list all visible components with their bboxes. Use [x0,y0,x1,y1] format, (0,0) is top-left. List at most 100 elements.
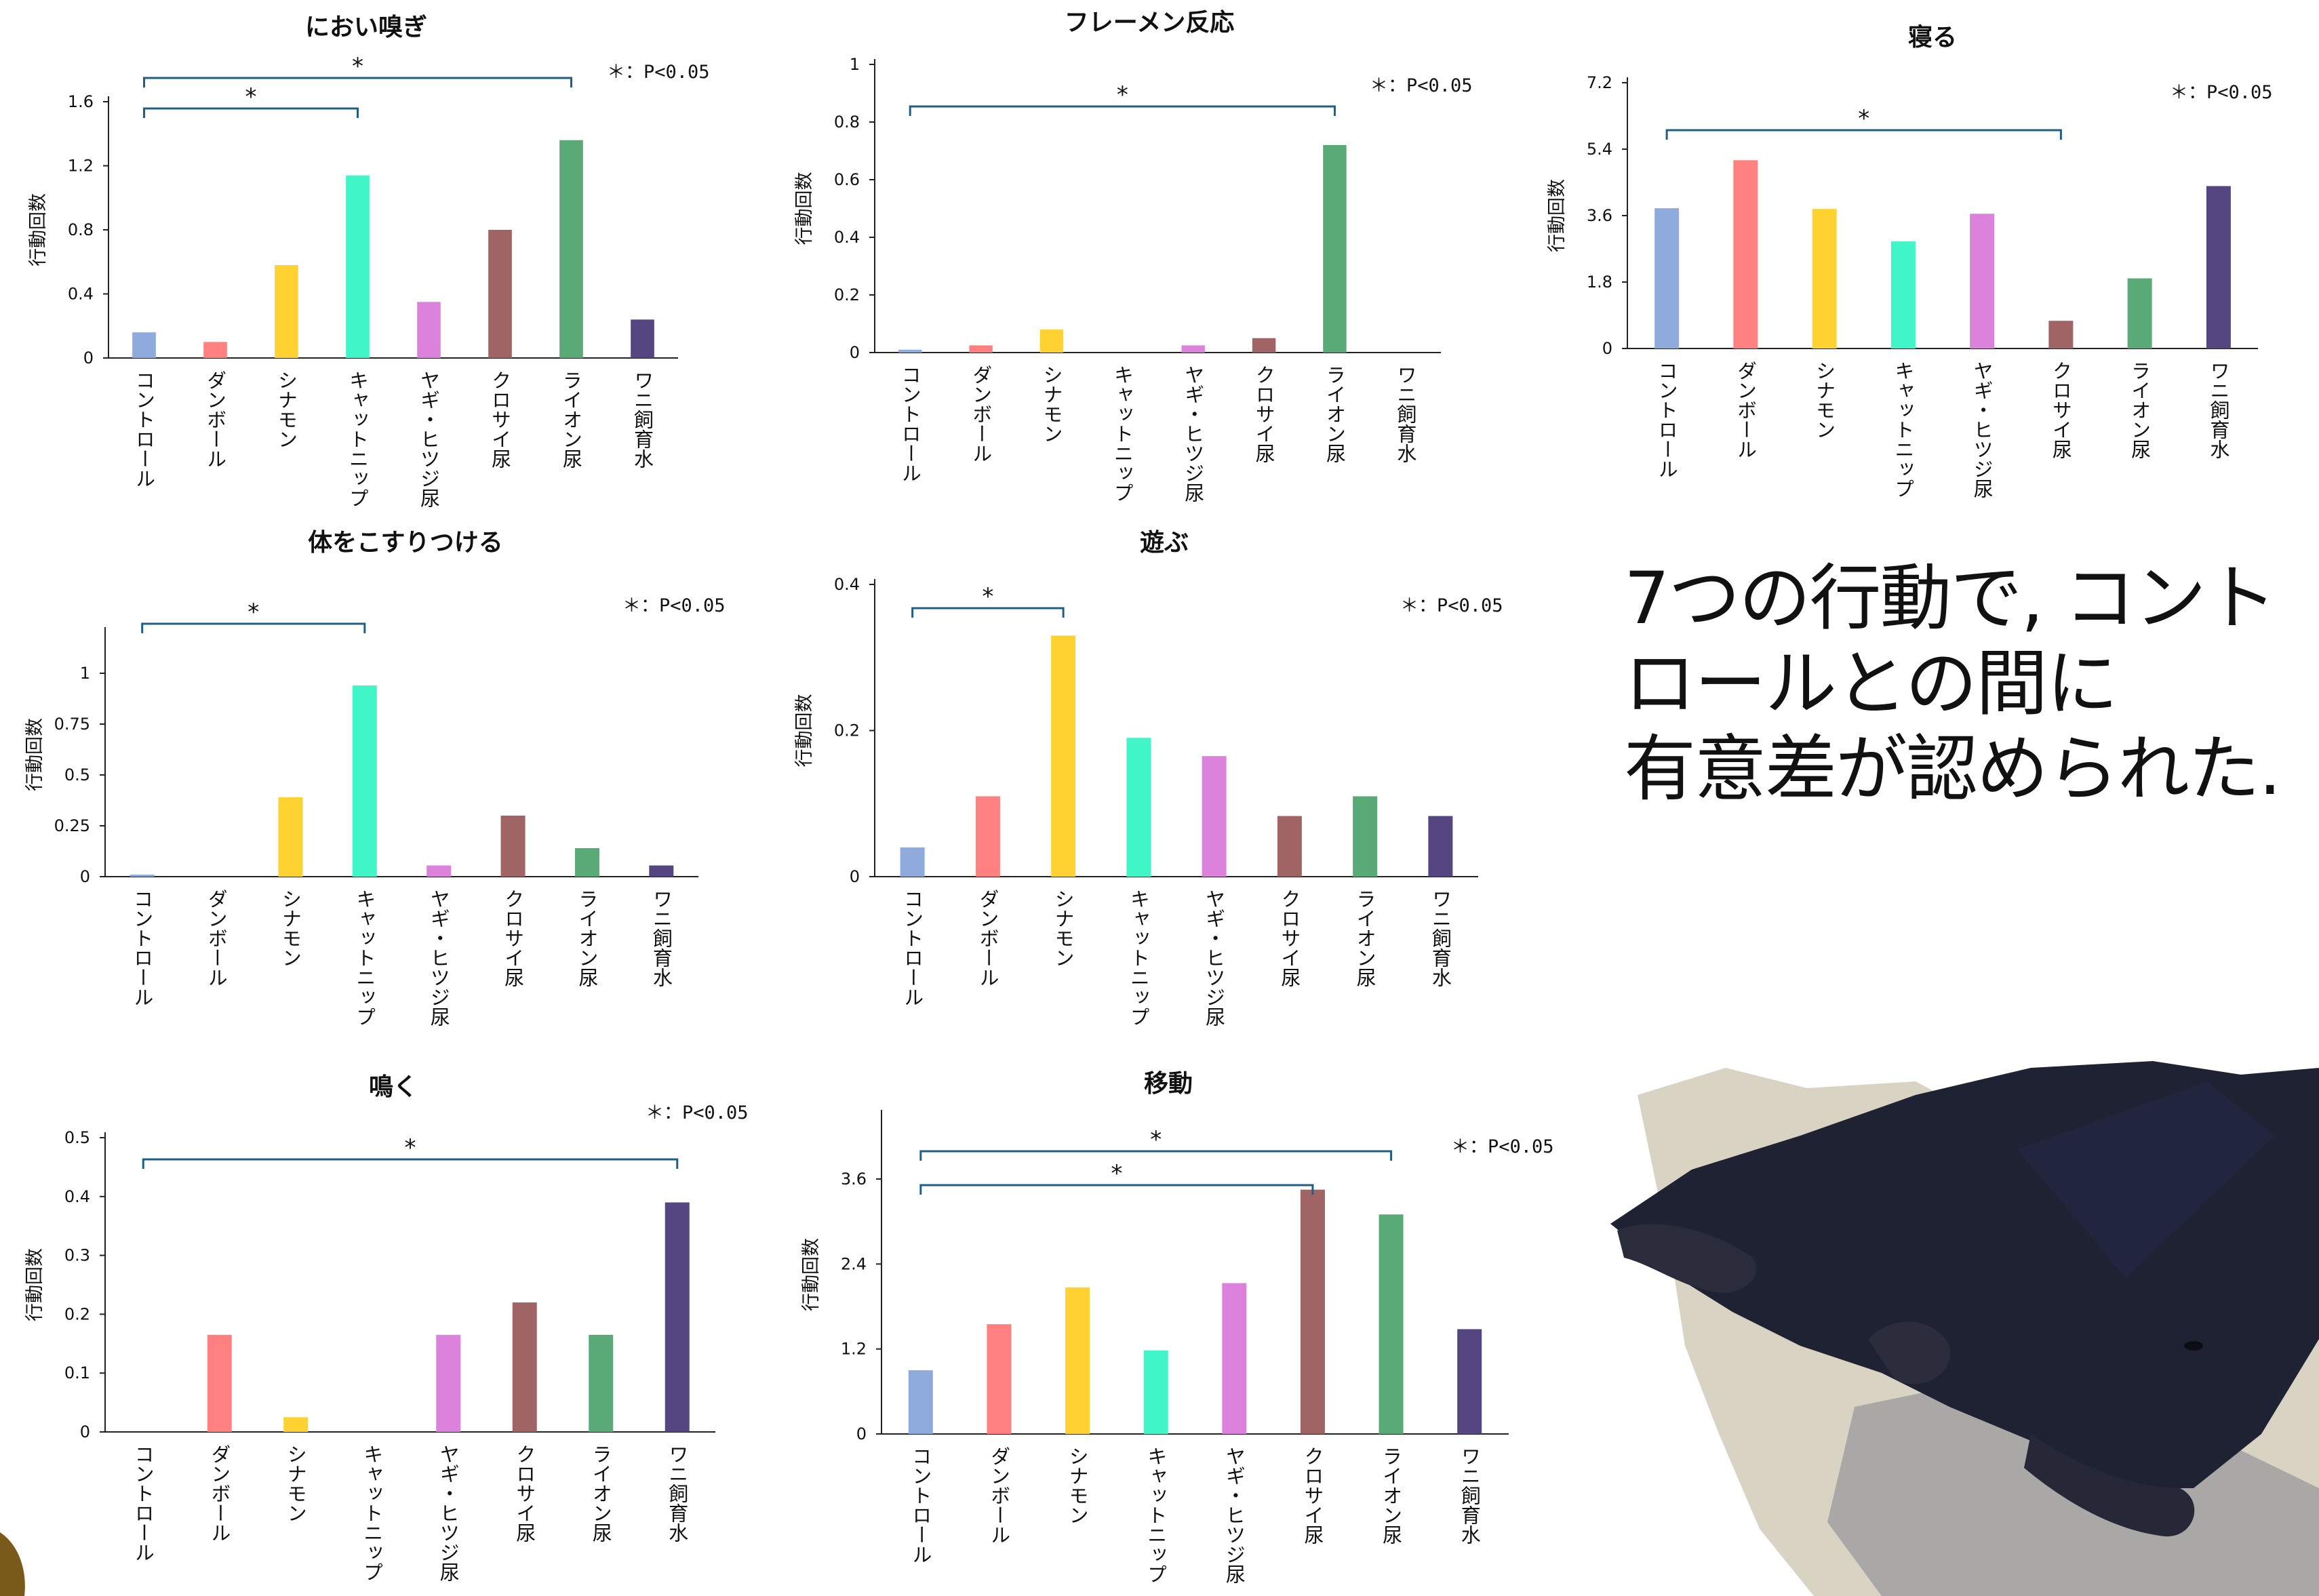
significance-note: ＊：P<0.05 [1370,75,1473,96]
cat-rear-leg [2024,1434,2195,1537]
category-label: コントロール [898,365,921,483]
bar-7 [589,1334,614,1432]
y-tick-label: 1.2 [841,1340,867,1359]
y-tick-label: 0 [80,1422,90,1441]
significance-bracket [919,1150,1393,1161]
category-label: ライオン尿 [589,1444,612,1542]
message-line-3: 有意差が認められた. [1624,727,2282,811]
category-label: ワニ飼育水 [650,889,673,987]
category-label: ワニ飼育水 [2207,361,2230,459]
category-label: シナモン [275,370,298,449]
bar-4 [1126,738,1151,877]
y-axis-label: 行動回数 [801,1238,822,1311]
bar-5 [427,865,452,877]
category-label: クロサイ尿 [1252,365,1275,463]
bar-7 [1379,1214,1404,1434]
bar-1 [908,1370,933,1434]
y-tick-label: 0.4 [834,575,860,594]
significance-note: ＊：P<0.05 [2170,82,2273,103]
bar-1 [132,332,156,358]
category-label: キャットニップ [1111,365,1134,502]
bar-4 [1890,241,1916,348]
category-label: ヤギ・ヒツジ尿 [1223,1446,1246,1584]
bar-6 [500,816,526,877]
y-tick-label: 1 [850,55,860,74]
category-label: ワニ飼育水 [1458,1446,1481,1544]
y-tick-label: 0.5 [64,765,90,784]
bar-2 [203,342,227,358]
bar-1 [898,349,922,353]
bar-1 [1654,208,1680,348]
category-label: ダンボール [987,1446,1010,1544]
category-label: ヤギ・ヒツジ尿 [418,370,441,508]
bar-7 [1323,145,1347,353]
y-tick-label: 0.2 [64,1304,90,1323]
bar-1 [900,847,925,877]
y-tick-label: 3.6 [1587,206,1612,225]
y-tick-label: 0 [856,1424,867,1443]
bar-7 [559,140,583,358]
y-axis-label: 行動回数 [1547,179,1568,252]
significance-bracket [919,1184,1314,1195]
significance-bracket [143,107,359,118]
category-label: ライオン尿 [2128,361,2152,459]
category-label: コントロール [909,1446,932,1564]
bar-8 [631,319,654,358]
category-label: ダンボール [208,1444,231,1542]
category-label: ヤギ・ヒツジ尿 [1970,361,1994,498]
category-label: ワニ飼育水 [631,370,654,468]
category-label: コントロール [131,889,154,1007]
category-label: ヤギ・ヒツジ尿 [437,1444,460,1582]
bar-8 [665,1202,690,1432]
chart-title: 遊ぶ [1140,529,1189,557]
bar-5 [1222,1283,1247,1434]
bar-6 [1277,816,1302,877]
bar-5 [417,302,441,358]
significance-star: * [1858,105,1869,132]
category-label: シナモン [284,1444,307,1523]
bar-3 [275,264,298,358]
significance-note: ＊：P<0.05 [607,62,710,83]
y-tick-label: 0.2 [834,721,860,740]
bar-2 [969,345,993,353]
y-tick-label: 0 [1602,339,1612,358]
category-label: ダンボール [205,889,228,987]
bar-6 [512,1302,537,1432]
cat-paw [1868,1321,1951,1384]
bar-8 [2206,186,2231,348]
main-message: 7つの行動で, コント ロールとの間に 有意差が認められた. [1624,556,2309,812]
category-label: コントロール [132,1444,155,1562]
cloth-fold [2017,1081,2275,1278]
significance-star: * [1111,1160,1122,1187]
category-label: クロサイ尿 [2049,361,2072,459]
significance-star: * [1117,81,1128,108]
significance-note: ＊：P<0.05 [622,595,726,616]
chart-title: フレーメン反応 [1065,9,1235,37]
category-label: シナモン [279,889,302,967]
y-axis-label: 行動回数 [794,694,815,767]
category-label: ライオン尿 [1353,889,1376,987]
chart-title: 鳴く [369,1073,418,1101]
category-label: キャットニップ [353,889,376,1026]
y-tick-label: 0.4 [68,285,94,304]
corner-decoration [0,1532,25,1596]
category-label: シナモン [1052,889,1075,967]
y-tick-label: 0 [83,348,94,367]
bar-7 [2127,278,2152,348]
bar-2 [987,1324,1012,1434]
bar-3 [1812,209,1837,348]
y-tick-label: 3.6 [841,1170,867,1189]
y-tick-label: 0.1 [64,1363,90,1382]
category-label: クロサイ尿 [513,1444,536,1542]
category-label: ヤギ・ヒツジ尿 [1182,365,1205,502]
category-label: シナモン [1040,365,1063,443]
significance-bracket [141,622,366,633]
category-label: キャットニップ [1892,361,1915,498]
y-tick-label: 0 [850,343,860,362]
category-label: ヤギ・ヒツジ尿 [427,889,450,1026]
y-tick-label: 5.4 [1587,140,1612,159]
y-tick-label: 1.2 [68,157,94,176]
significance-star: * [1150,1126,1162,1153]
chart-title: 移動 [1144,1070,1193,1098]
bar-1 [130,875,155,877]
